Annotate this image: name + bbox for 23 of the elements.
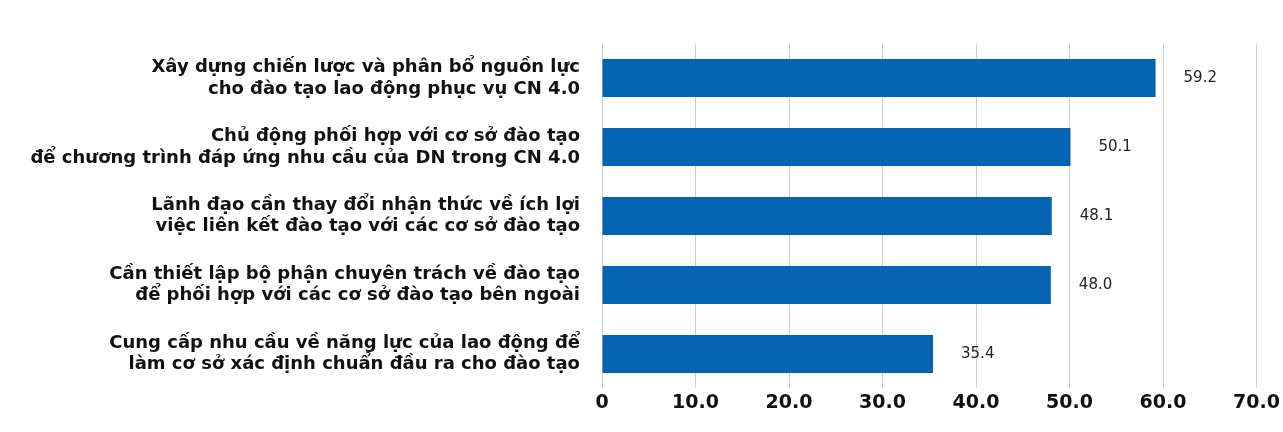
bar: [602, 334, 934, 373]
y-tick-label: Lãnh đạo cần thay đổi nhận thức về ích lợi việc liên kết đào tạo với các cơ sở đào tạo: [151, 192, 580, 236]
x-tick-label: 50.0: [1046, 389, 1093, 412]
x-tick-label: 60.0: [1139, 389, 1187, 412]
data-label: 35.4: [961, 343, 995, 362]
y-tick-label: Chủ động phối hợp với cơ sở đào tạo để chương trình đáp ứng nhu cầu của DN trong CN 4.0: [30, 123, 580, 167]
bar: [602, 197, 1052, 235]
y-tick-label: Cần thiết lập bộ phận chuyên trách về đào tạo để phối hợp với các cơ sở đào tạo bên ngoài: [109, 261, 580, 305]
data-label: 48.0: [1078, 274, 1113, 293]
x-tick-label: 70.0: [1233, 389, 1281, 412]
x-tick-label: 10.0: [672, 389, 719, 412]
x-tick-label: 0: [595, 389, 609, 412]
data-label: 50.1: [1098, 136, 1132, 155]
x-tick-label: 40.0: [952, 389, 1000, 412]
bar: [602, 128, 1071, 166]
y-tick-label: Cung cấp nhu cầu về năng lực của lao động để làm cơ sở xác định chuẩn đầu ra cho đào tạo: [109, 330, 581, 374]
x-tick-label: 20.0: [765, 389, 813, 412]
data-label: 59.2: [1183, 67, 1217, 86]
bar: [602, 266, 1051, 304]
data-label: 48.1: [1079, 205, 1114, 224]
y-tick-label: Xây dựng chiến lược và phân bổ nguồn lực cho đào tạo lao động phục vụ CN 4.0: [151, 54, 580, 98]
x-tick-label: 30.0: [859, 389, 906, 412]
bar: [602, 59, 1156, 98]
